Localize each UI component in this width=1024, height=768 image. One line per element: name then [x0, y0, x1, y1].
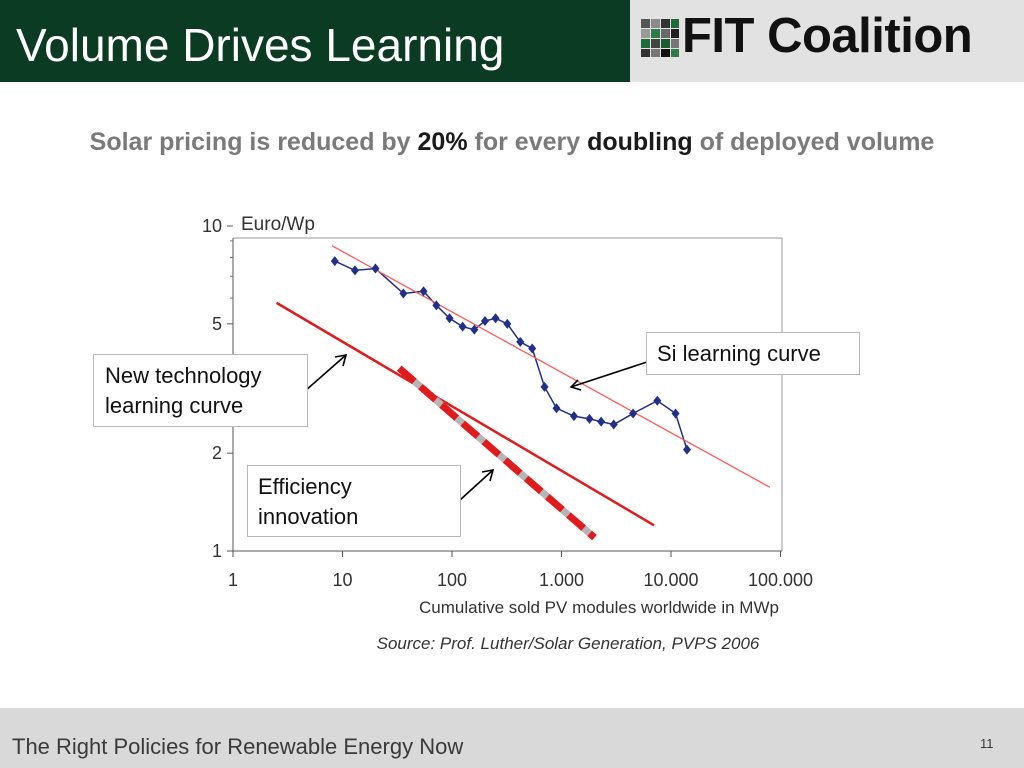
si-price-point: [470, 324, 479, 335]
subtitle-part2: for every: [467, 128, 588, 156]
si-price-point: [683, 444, 692, 455]
footer-tagline: The Right Policies for Renewable Energy …: [12, 734, 464, 759]
subtitle: Solar pricing is reduced by 20% for ever…: [0, 128, 1024, 157]
chart-source: Source: Prof. Luther/Solar Generation, P…: [377, 634, 760, 653]
efficiency-arrow-shaft: [459, 469, 494, 501]
x-tick-label: 10.000: [643, 570, 698, 590]
chart-series-points: [330, 256, 692, 455]
y-tick-label: 2: [212, 443, 222, 463]
logo-area: FIT Coalition: [630, 0, 1024, 82]
logo-text: FIT Coalition: [682, 9, 973, 63]
si-price-point: [458, 321, 467, 332]
si-price-point: [653, 395, 662, 406]
page-title: Volume Drives Learning: [16, 19, 505, 71]
y-axis-title: Euro/Wp: [241, 214, 315, 235]
si-price-point: [597, 416, 606, 427]
new-tech-arrow-head: [334, 353, 348, 367]
si-price-point: [569, 411, 578, 422]
y-tick-label: 1: [212, 541, 222, 561]
new-tech-arrow-shaft: [304, 354, 347, 392]
si-arrow-shaft: [570, 360, 651, 388]
subtitle-highlight-percent: 20%: [417, 128, 468, 156]
fit-grid-logo-icon: [641, 19, 679, 57]
si-price-point: [399, 288, 408, 299]
x-axis-title: Cumulative sold PV modules worldwide in …: [419, 598, 779, 617]
si-price-point: [419, 286, 428, 297]
si-price-point: [528, 343, 537, 354]
efficiency-arrow-head: [481, 468, 495, 482]
y-tick-label: 5: [212, 314, 222, 334]
si-price-point: [432, 300, 441, 311]
si-arrow-head: [569, 379, 582, 391]
chart-ticks: 1 10 100 1.000 10.000 100.000 1 2 5 10: [202, 216, 813, 590]
x-tick-label: 100: [437, 570, 467, 590]
si-price-point: [629, 408, 638, 419]
new-technology-callout-line1: New technology: [105, 363, 262, 388]
si-learning-trend-line: [331, 245, 771, 488]
footer-bar: The Right Policies for Renewable Energy …: [0, 708, 1024, 768]
si-price-point: [480, 316, 489, 327]
si-price-point: [552, 403, 561, 414]
si-price-point: [585, 413, 594, 424]
efficiency-innovation-callout: Efficiency innovation: [247, 465, 461, 537]
efficiency-innovation-line: [396, 365, 597, 541]
si-price-point: [516, 336, 525, 347]
si-price-point: [609, 419, 618, 430]
subtitle-part3: of deployed volume: [692, 128, 935, 156]
si-price-point: [671, 408, 680, 419]
subtitle-part1: Solar pricing is reduced by: [89, 128, 418, 156]
si-price-point: [540, 381, 549, 392]
x-tick-label: 1: [228, 570, 238, 590]
si-price-point: [350, 265, 359, 276]
si-learning-curve-callout: Si learning curve: [646, 332, 860, 375]
si-price-line: [334, 260, 688, 450]
new-technology-callout: New technology learning curve: [93, 354, 308, 427]
efficiency-callout-line1: Efficiency: [258, 474, 352, 499]
x-tick-label: 1.000: [539, 570, 584, 590]
si-price-point: [371, 263, 380, 274]
y-tick-label: 10: [202, 216, 222, 236]
page-number: 11: [980, 736, 994, 751]
si-price-point: [491, 313, 500, 324]
si-price-point: [445, 313, 454, 324]
subtitle-highlight-doubling: doubling: [587, 128, 693, 156]
si-price-point: [330, 256, 339, 267]
callout-arrows: [304, 353, 651, 501]
si-price-point: [503, 318, 512, 329]
header-bar: Volume Drives Learning: [0, 0, 630, 82]
si-callout-label: Si learning curve: [657, 341, 821, 366]
efficiency-callout-line2: innovation: [258, 504, 359, 529]
x-tick-label: 10: [332, 570, 352, 590]
x-tick-label: 100.000: [748, 570, 813, 590]
new-technology-learning-line: [275, 301, 655, 527]
new-technology-callout-line2: learning curve: [105, 393, 244, 418]
